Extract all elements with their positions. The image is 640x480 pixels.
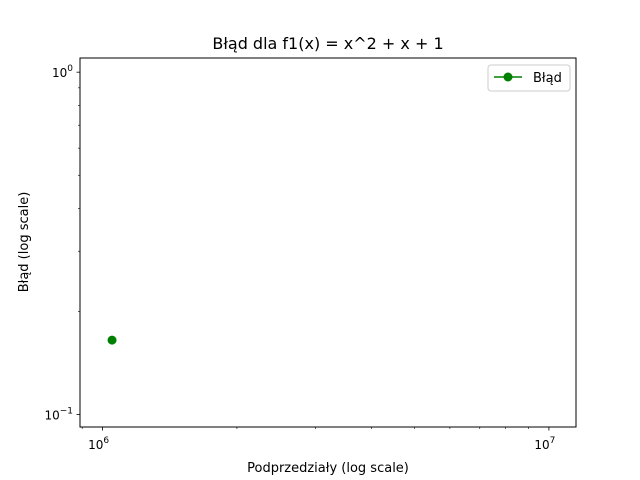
y-axis-label: Błąd (log scale)	[17, 192, 32, 293]
x-tick-label: 107	[534, 436, 555, 452]
y-tick-label: 10−1	[44, 407, 73, 423]
series-layer	[107, 335, 117, 345]
x-minor-ticks	[81, 427, 529, 429]
chart-title: Błąd dla f1(x) = x^2 + x + 1	[212, 34, 443, 53]
legend-label: Błąd	[533, 71, 562, 86]
legend-marker	[503, 72, 513, 82]
x-tick-label: 106	[88, 436, 109, 452]
legend: Błąd	[487, 64, 571, 92]
legend-box	[487, 64, 571, 92]
data-point-marker	[107, 335, 117, 345]
y-minor-ticks	[78, 87, 80, 312]
x-axis-ticks: 106 107	[88, 427, 555, 452]
y-axis-ticks: 10−1 100	[44, 64, 80, 423]
plot-area	[79, 57, 577, 428]
y-tick-label: 100	[52, 64, 73, 80]
x-axis-label: Podprzedziały (log scale)	[247, 461, 409, 476]
